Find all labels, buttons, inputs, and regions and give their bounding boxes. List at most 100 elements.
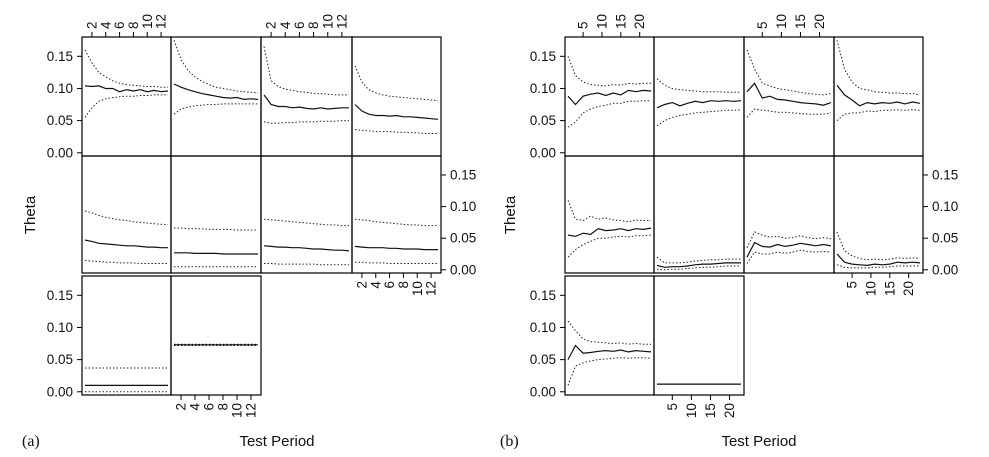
panel-a-r1c2-lower-bound-line	[264, 263, 349, 266]
panel-b-r2c0-upper-bound-line	[567, 320, 651, 345]
panel-b-r1c2-upper-bound-line	[746, 231, 832, 248]
panel-a-r0c1-mean-line	[173, 83, 259, 101]
x-tick-label-a-1-3: 8	[306, 22, 321, 30]
y-tick-label-b-r2-0: 0.00	[530, 384, 556, 399]
y-tick-label-a-r0-1: 0.05	[47, 113, 73, 128]
panel-b-r1c1-mean-line	[656, 262, 741, 268]
y-tick-label-a-r0-3: 0.15	[47, 49, 73, 64]
panel-b-r1c3-mean-line	[836, 253, 921, 267]
y-tick-label-b-r1-3: 0.15	[932, 167, 958, 182]
panel-b-r1c1-upper-bound-line	[656, 256, 741, 264]
y-axis-title-b: Theta	[502, 195, 519, 234]
panel-a-r1c3-frame	[351, 155, 442, 274]
panel-a-r0c1-lower-bound-line	[173, 103, 258, 115]
x-tick-label-b-2-1: 10	[864, 281, 879, 296]
x-tick-label-b-3-1: 10	[684, 403, 699, 418]
x-tick-label-b-1-2: 15	[793, 14, 808, 29]
panel-a-r1c0-mean-line	[84, 239, 168, 249]
panel-b-plots: 0.00 0.05 0.10 0.15 0.00 0.05 0.10 0.15 0.00 0.05…	[530, 14, 959, 418]
y-tick-label-a-r0-2: 0.10	[47, 81, 73, 96]
x-axis-title-a: Test Period	[239, 433, 314, 450]
panel-b-r0c3-mean-line	[836, 84, 921, 107]
panel-a-r1c1-upper-bound-line	[174, 227, 258, 231]
panel-b-r1c1-frame	[653, 155, 745, 274]
panel-a-r1c1-mean-line	[174, 252, 258, 255]
panel-b-r0c0-lower-bound-line	[567, 100, 651, 128]
y-tick-label-a-r2-3: 0.15	[47, 288, 73, 303]
panel-a-r0c2-frame	[260, 36, 353, 157]
panel-label-a: (a)	[22, 433, 40, 450]
panel-a-r0c0-mean-line	[84, 85, 169, 93]
panel-a-r2c1-frame	[170, 275, 262, 396]
y-tick-label-b-r0-2: 0.10	[530, 81, 556, 96]
panel-b-r0c1-lower-bound-line	[656, 109, 742, 127]
panel-a-r1c2-mean-line	[263, 245, 350, 252]
x-tick-label-b-0-1: 10	[595, 14, 610, 29]
panel-b-r1c0-frame	[564, 155, 655, 274]
panel-a-r0c1-upper-bound-line	[173, 40, 259, 94]
x-tick-label-b-0-0: 5	[576, 21, 591, 29]
y-tick-label-a-r1-1: 0.05	[450, 231, 476, 246]
panel-b-r1c2-lower-bound-line	[746, 249, 832, 264]
x-axis-title-b: Test Period	[721, 433, 796, 450]
panel-a-plots: 0.00 0.05 0.10 0.15 0.00 0.05 0.10 0.15 0.00 0.05…	[47, 14, 477, 418]
panel-b-r0c2-upper-bound-line	[746, 49, 832, 96]
panel-b-r0c0-frame	[564, 36, 655, 157]
panel-b-r0c2-frame	[743, 36, 835, 157]
panel-b-r1c3-lower-bound-line	[836, 264, 920, 269]
panel-b-r0c2-mean-line	[746, 82, 832, 106]
x-tick-label-b-3-0: 5	[665, 403, 680, 411]
x-tick-label-a-1-4: 10	[320, 14, 335, 29]
panel-a-r0c0-upper-bound-line	[84, 49, 168, 88]
panel-a-r0c2-upper-bound-line	[263, 46, 349, 96]
panel-b-r1c1-lower-bound-line	[656, 265, 741, 271]
panel-a-r0c2-mean-line	[263, 94, 349, 110]
panel-b-r2c0-mean-line	[567, 344, 652, 360]
panel-a-r0c0-lower-bound-line	[84, 94, 168, 118]
x-tick-label-a-0-2: 6	[112, 22, 127, 30]
panel-b-r1c0-lower-bound-line	[567, 234, 652, 258]
panel-label-b: (b)	[500, 433, 519, 450]
panel-b-r0c1-mean-line	[656, 100, 742, 109]
x-tick-label-a-2-0: 2	[354, 281, 369, 289]
x-tick-label-a-3-1: 4	[188, 403, 203, 411]
panel-a-r1c2-upper-bound-line	[263, 218, 349, 227]
panel-a-r1c3-mean-line	[354, 245, 438, 251]
panel-a-r2c0-frame	[81, 275, 172, 396]
panel-b-r0c1-upper-bound-line	[656, 78, 741, 93]
x-tick-label-a-1-5: 12	[334, 14, 349, 29]
x-tick-label-a-3-0: 2	[174, 403, 189, 411]
panel-b-r2c1-frame	[653, 275, 745, 396]
y-tick-label-b-r1-1: 0.05	[932, 231, 958, 246]
x-tick-label-a-3-5: 12	[244, 403, 259, 418]
y-tick-label-b-r2-3: 0.15	[530, 288, 556, 303]
y-tick-label-b-r1-2: 0.10	[932, 199, 958, 214]
panel-a-r1c0-lower-bound-line	[84, 259, 168, 264]
y-tick-label-b-r2-2: 0.10	[530, 320, 556, 335]
x-tick-label-a-2-1: 4	[368, 281, 383, 289]
panel-b-r0c3-upper-bound-line	[836, 40, 921, 96]
x-tick-label-b-0-2: 15	[613, 14, 628, 29]
x-tick-label-b-1-1: 10	[774, 14, 789, 29]
panel-b-r0c2-lower-bound-line	[746, 108, 832, 118]
x-tick-label-a-1-0: 2	[264, 22, 279, 30]
panel-b-r0c0-mean-line	[567, 89, 652, 106]
panel-b-r2c0-lower-bound-line	[567, 357, 652, 386]
panel-a-r1c2-frame	[260, 155, 353, 274]
y-axis-title-a: Theta	[22, 195, 39, 234]
x-tick-label-a-0-1: 4	[98, 21, 113, 29]
x-tick-label-b-3-2: 15	[703, 403, 718, 418]
x-tick-label-b-2-2: 15	[882, 281, 897, 296]
x-tick-label-a-2-3: 8	[396, 281, 411, 289]
y-tick-label-b-r0-0: 0.00	[530, 145, 556, 160]
y-tick-label-a-r1-2: 0.10	[450, 199, 476, 214]
panel-a-r1c3-lower-bound-line	[355, 261, 438, 264]
panel-b-r1c2-frame	[743, 155, 835, 274]
panel-a-r0c3-mean-line	[354, 104, 439, 120]
y-tick-label-b-r2-1: 0.05	[530, 352, 556, 367]
x-tick-label-a-1-2: 6	[292, 21, 307, 29]
panel-a-r1c0-upper-bound-line	[84, 210, 169, 226]
y-tick-label-a-r2-1: 0.05	[47, 352, 73, 367]
y-tick-label-b-r0-3: 0.15	[530, 49, 556, 64]
